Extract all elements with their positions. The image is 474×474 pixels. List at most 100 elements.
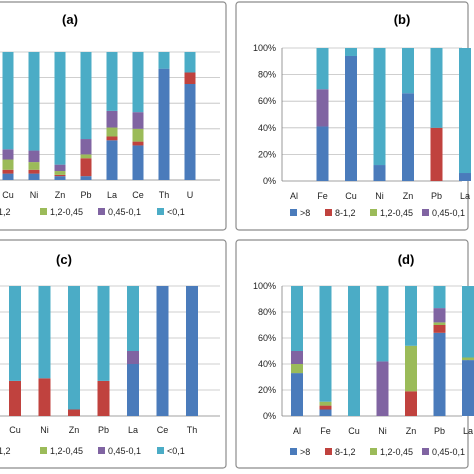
legend-label: 0,45-0,1 [432,447,465,457]
category-label: Al [290,191,298,201]
bar-segment-pb-0,45-0,1 [80,139,92,155]
legend-swatch [157,208,164,215]
category-label: Cu [2,190,14,200]
legend-label: 1,2-0,45 [50,446,83,456]
bar-segment-pb-gt8 [433,332,446,416]
bar-segment-zn-0,45-0,1 [54,164,66,172]
category-label: Zn [406,426,417,436]
legend-label: 1,2-0,45 [50,207,83,217]
category-label: Ni [30,190,39,200]
bar-segment-ni-gt8 [373,165,386,181]
legend-entry: 1,2-0,45 [40,446,83,456]
bar-segment-zn-1,2-0,45 [54,171,66,175]
legend-entry: 1,2-0,45 [40,207,83,217]
category-label: La [463,426,473,436]
bar-segment-fe-lt0,1 [319,286,332,402]
category-label: Al [293,426,301,436]
bar-segment-zn-lt0,1 [405,286,417,346]
legend-entry: 0,45-0,1 [422,447,465,457]
bar-segment-al-lt0,1 [291,286,303,351]
bar-segment-fe-1,2-0,45 [319,401,332,406]
bar-segment-zn-1,2-0,45 [405,345,417,392]
category-label: Cu [9,425,21,435]
bar-segment-pb-8-1,2 [430,127,443,181]
bar-segment-pb-8-1,2 [80,158,92,177]
category-label: Pb [431,191,442,201]
bar-segment-fe-gt8 [316,126,329,181]
bar-segment-al-0,45-0,1 [291,351,303,364]
legend-entry: >8 [290,208,310,218]
bar-segment-pb-lt0,1 [433,286,446,309]
legend-swatch [325,209,332,216]
category-label: Th [187,425,198,435]
bar-segment-ce-0,45-0,1 [132,112,144,129]
legend-entry: 8-1,2 [325,208,356,218]
y-tick-label: 20% [258,149,276,159]
bar-segment-th-gt8 [158,68,170,180]
legend-swatch [422,448,429,455]
category-label: Zn [403,191,414,201]
bar-segment-la-8-1,2 [106,136,118,141]
legend-swatch [40,447,47,454]
bar-segment-ni-gt8 [28,173,40,180]
legend-swatch [290,448,297,455]
legend-label: >8 [300,447,310,457]
category-label: Pb [434,426,445,436]
legend-entry: 8-1,2 [325,447,356,457]
legend-entry: 0,45-0,1 [98,207,141,217]
panel-c: (c) Cu Ni Zn Pb La Ce Th 8-1,2 1,2-0,45 0,45-0,1 <0… [0,239,227,469]
legend-swatch [325,448,332,455]
bar-segment-la-lt0,1 [127,286,139,351]
bar-segment-cu-gt8 [2,173,14,180]
bar-segment-ce-gt8 [132,145,144,180]
bar-segment-cu-lt0,1 [9,286,21,381]
bar-segment-cu-lt0,1 [2,52,14,150]
bar-segment-zn-8-1,2 [68,409,80,416]
legend-label: 8-1,2 [335,208,356,218]
bar-segment-fe-gt8 [319,409,332,416]
legend-entry: 1,2-0,45 [370,447,413,457]
panel-d: (d) 0% 20% 40% 60% 80% 100% Al Fe Cu Ni Zn Pb La >8 8-1… [235,239,474,469]
bar-segment-ni-0,45-0,1 [28,150,40,163]
category-label: Ni [378,426,387,436]
legend-label: 1,2-0,45 [380,447,413,457]
bar-segment-pb-1,2-0,45 [433,322,446,325]
bar-segment-cu-lt0,1 [345,48,357,56]
legend-label: 0,45-0,1 [108,446,141,456]
bar-segment-ni-lt0,1 [38,286,51,379]
legend-label: 0,45-0,1 [108,207,141,217]
bar-segment-la-0,45-0,1 [106,110,118,128]
category-label: La [460,191,470,201]
bar-segment-la-1,2-0,45 [462,357,474,361]
legend-label: 1,2-0,45 [380,208,413,218]
legend-label: 8-1,2 [0,446,11,456]
bar-segment-la-0,45-0,1 [127,351,139,364]
legend-entry: 8-1,2 [0,207,11,217]
bar-segment-cu-lt0,1 [348,286,360,416]
bar-segment-zn-8-1,2 [405,391,417,416]
bar-segment-cu-8-1,2 [2,169,14,174]
panel-label: (c) [56,252,72,267]
panel-b: (b) 0% 20% 40% 60% 80% 100% Al Fe Cu Ni Zn Pb La >8 8-1… [235,1,471,231]
category-label: Ce [157,425,169,435]
bar-segment-ce-8-1,2 [132,141,144,146]
y-tick-label: 80% [258,70,276,80]
legend-swatch [370,448,377,455]
category-label: La [107,190,117,200]
bar-segment-fe-lt0,1 [316,48,329,90]
legend-entry: 0,45-0,1 [98,446,141,456]
legend-swatch [290,209,297,216]
legend-entry: 8-1,2 [0,446,11,456]
bar-segment-la-gt8 [462,360,474,416]
category-label: Pb [80,190,91,200]
category-label: Cu [345,191,357,201]
category-label: Ce [132,190,144,200]
category-label: Ni [375,191,384,201]
legend-label: >8 [300,208,310,218]
category-label: Fe [320,426,331,436]
legend-entry: 0,45-0,1 [422,208,465,218]
bar-segment-ni-lt0,1 [28,52,40,151]
y-tick-label: 100% [253,43,276,53]
bar-segment-pb-lt0,1 [97,286,110,381]
